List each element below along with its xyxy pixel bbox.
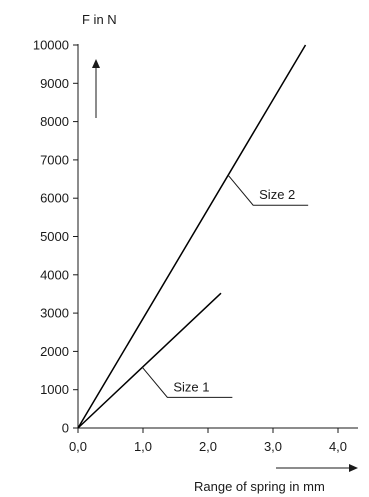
series-label: Size 2 xyxy=(259,187,295,202)
series-line-2 xyxy=(77,44,307,429)
y-tick-label: 2000 xyxy=(40,344,69,359)
x-tick-label: 0,0 xyxy=(69,439,87,454)
x-tick-label: 2,0 xyxy=(199,439,217,454)
y-tick-label: 3000 xyxy=(40,306,69,321)
x-tick-label: 3,0 xyxy=(264,439,282,454)
x-tick-label: 1,0 xyxy=(134,439,152,454)
series-layer xyxy=(77,44,307,429)
y-tick-label: 8000 xyxy=(40,114,69,129)
series-leader-line xyxy=(227,174,309,206)
series-leader-line xyxy=(141,367,233,398)
series-label: Size 1 xyxy=(173,379,209,394)
ticks-layer: 0 1000 2000 3000 4000 5000 6000 7000 8000 9000 100… xyxy=(33,38,347,455)
y-tick-label: 5000 xyxy=(40,229,69,244)
labels-layer: Size 1 Size 2 xyxy=(141,174,309,398)
y-tick-label: 10000 xyxy=(33,38,69,53)
y-tick-label: 0 xyxy=(62,421,69,436)
y-tick-label: 1000 xyxy=(40,382,69,397)
y-tick-label: 6000 xyxy=(40,191,69,206)
x-tick-label: 4,0 xyxy=(329,439,347,454)
series-line-1 xyxy=(77,292,222,429)
y-tick-label: 7000 xyxy=(40,152,69,167)
y-tick-label: 9000 xyxy=(40,76,69,91)
y-tick-label: 4000 xyxy=(40,267,69,282)
y-axis-label: F in N xyxy=(82,12,117,27)
x-axis-label: Range of spring in mm xyxy=(194,479,325,494)
